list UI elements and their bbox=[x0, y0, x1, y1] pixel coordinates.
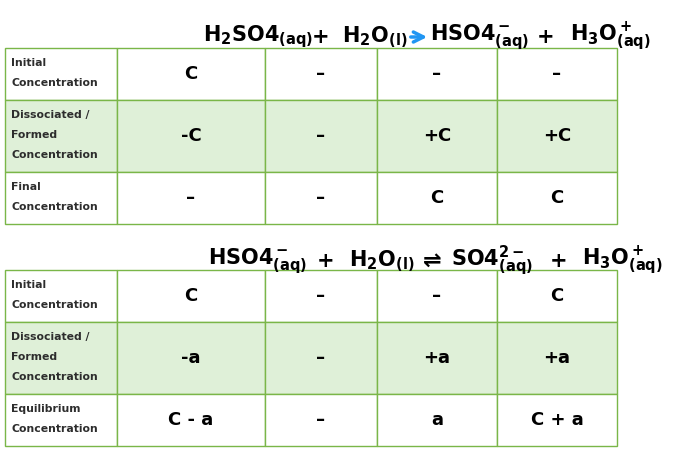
Bar bbox=[497, 394, 617, 446]
Text: $\mathbf{H_2O_{(l)}}$: $\mathbf{H_2O_{(l)}}$ bbox=[349, 248, 414, 274]
Text: –: – bbox=[316, 411, 326, 429]
Text: –: – bbox=[316, 349, 326, 367]
Text: +a: +a bbox=[424, 349, 451, 367]
Text: Equilibrium: Equilibrium bbox=[11, 404, 80, 414]
Text: $\mathbf{HSO4^-_{(aq)}}$: $\mathbf{HSO4^-_{(aq)}}$ bbox=[430, 22, 530, 52]
Bar bbox=[377, 48, 497, 100]
Bar bbox=[5, 172, 117, 224]
Text: Concentration: Concentration bbox=[11, 150, 98, 160]
Bar bbox=[5, 394, 117, 446]
Text: +a: +a bbox=[543, 349, 570, 367]
Bar bbox=[377, 322, 497, 394]
Bar bbox=[5, 322, 117, 394]
Text: –: – bbox=[316, 287, 326, 305]
Text: Concentration: Concentration bbox=[11, 202, 98, 212]
Bar bbox=[265, 394, 377, 446]
Text: –: – bbox=[552, 65, 561, 83]
Text: -C: -C bbox=[181, 127, 202, 145]
Bar bbox=[265, 322, 377, 394]
Bar bbox=[117, 270, 265, 322]
Text: $\mathbf{H_3O^+_{(aq)}}$: $\mathbf{H_3O^+_{(aq)}}$ bbox=[582, 245, 662, 277]
Text: $\mathbf{HSO4^-_{(aq)}}$: $\mathbf{HSO4^-_{(aq)}}$ bbox=[209, 246, 308, 275]
Text: $\mathbf{SO4^{2-}_{(aq)}}$: $\mathbf{SO4^{2-}_{(aq)}}$ bbox=[451, 244, 533, 278]
Bar bbox=[117, 100, 265, 172]
Bar bbox=[265, 270, 377, 322]
Text: $\mathbf{H_2SO4_{(aq)}}$: $\mathbf{H_2SO4_{(aq)}}$ bbox=[203, 24, 313, 50]
Bar bbox=[497, 48, 617, 100]
Text: Concentration: Concentration bbox=[11, 78, 98, 88]
Text: Final: Final bbox=[11, 182, 41, 192]
Text: –: – bbox=[316, 189, 326, 207]
Text: $\mathbf{H_2O_{(l)}}$: $\mathbf{H_2O_{(l)}}$ bbox=[342, 24, 407, 50]
Text: C: C bbox=[184, 287, 197, 305]
Text: Concentration: Concentration bbox=[11, 424, 98, 434]
Bar bbox=[497, 172, 617, 224]
Text: C - a: C - a bbox=[169, 411, 214, 429]
Text: $\mathbf{+}$: $\mathbf{+}$ bbox=[536, 27, 554, 47]
Text: -a: -a bbox=[181, 349, 201, 367]
Bar bbox=[117, 48, 265, 100]
Bar bbox=[497, 100, 617, 172]
Text: $\mathbf{+}$: $\mathbf{+}$ bbox=[550, 251, 567, 271]
Bar bbox=[117, 172, 265, 224]
Text: C: C bbox=[430, 189, 444, 207]
Bar bbox=[117, 394, 265, 446]
Text: Initial: Initial bbox=[11, 58, 46, 68]
Text: –: – bbox=[433, 287, 442, 305]
Text: –: – bbox=[186, 189, 195, 207]
Text: –: – bbox=[433, 65, 442, 83]
Text: C: C bbox=[550, 287, 564, 305]
Text: Concentration: Concentration bbox=[11, 372, 98, 382]
Text: $\mathbf{\rightleftharpoons}$: $\mathbf{\rightleftharpoons}$ bbox=[418, 251, 442, 271]
Text: Dissociated /: Dissociated / bbox=[11, 110, 90, 120]
Bar bbox=[265, 100, 377, 172]
Text: $\mathbf{H_3O^+_{(aq)}}$: $\mathbf{H_3O^+_{(aq)}}$ bbox=[570, 21, 650, 53]
Text: +C: +C bbox=[423, 127, 451, 145]
Text: Dissociated /: Dissociated / bbox=[11, 332, 90, 342]
Text: –: – bbox=[316, 127, 326, 145]
Text: C: C bbox=[184, 65, 197, 83]
Text: –: – bbox=[316, 65, 326, 83]
Bar bbox=[377, 394, 497, 446]
Text: Formed: Formed bbox=[11, 352, 57, 362]
Bar bbox=[265, 48, 377, 100]
Text: $\mathbf{+}$: $\mathbf{+}$ bbox=[312, 27, 329, 47]
Bar bbox=[377, 100, 497, 172]
Text: Concentration: Concentration bbox=[11, 300, 98, 310]
Bar bbox=[265, 172, 377, 224]
Bar bbox=[377, 270, 497, 322]
Text: Formed: Formed bbox=[11, 130, 57, 140]
Bar bbox=[497, 270, 617, 322]
Bar bbox=[5, 270, 117, 322]
Bar bbox=[117, 322, 265, 394]
Bar bbox=[497, 322, 617, 394]
Bar bbox=[377, 172, 497, 224]
Text: $\mathbf{+}$: $\mathbf{+}$ bbox=[316, 251, 334, 271]
Text: +C: +C bbox=[543, 127, 571, 145]
Text: C + a: C + a bbox=[531, 411, 583, 429]
Bar bbox=[5, 48, 117, 100]
Text: C: C bbox=[550, 189, 564, 207]
Text: Initial: Initial bbox=[11, 280, 46, 290]
Text: a: a bbox=[431, 411, 443, 429]
Bar bbox=[5, 100, 117, 172]
